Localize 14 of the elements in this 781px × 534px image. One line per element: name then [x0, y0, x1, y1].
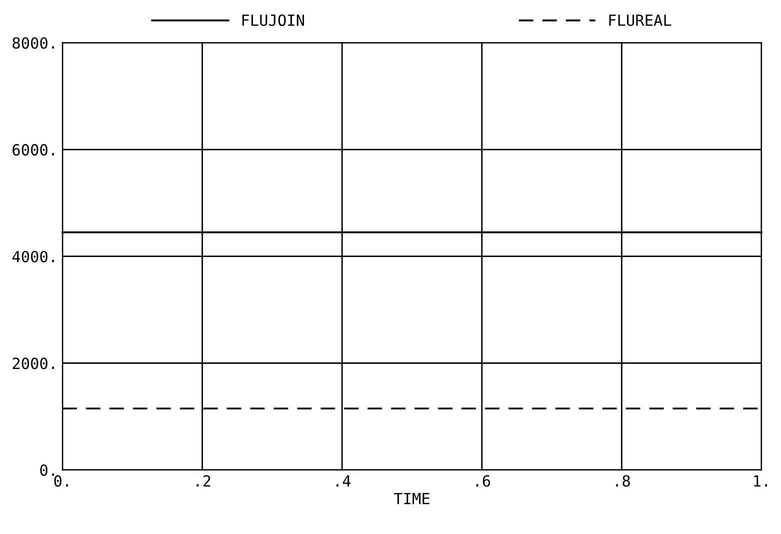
- x-tick-label: 0.: [54, 475, 68, 487]
- y-tick-label: 2000.: [12, 358, 54, 370]
- y-tick-label: 6000.: [12, 144, 54, 156]
- y-tick-label: 4000.: [12, 250, 54, 262]
- legend-label: FLUREAL: [609, 14, 672, 26]
- x-axis-title: TIME: [394, 492, 430, 504]
- x-tick-label: .6: [476, 475, 490, 487]
- x-tick-label: 1.: [754, 475, 768, 486]
- legend-label: FLUJOIN: [242, 14, 304, 26]
- y-tick-label: 8000.: [12, 37, 54, 49]
- x-tick-label: .8: [616, 475, 630, 487]
- x-tick-label: .2: [196, 475, 210, 486]
- x-tick-label: .4: [336, 475, 351, 486]
- y-tick-label: 0.: [40, 464, 54, 476]
